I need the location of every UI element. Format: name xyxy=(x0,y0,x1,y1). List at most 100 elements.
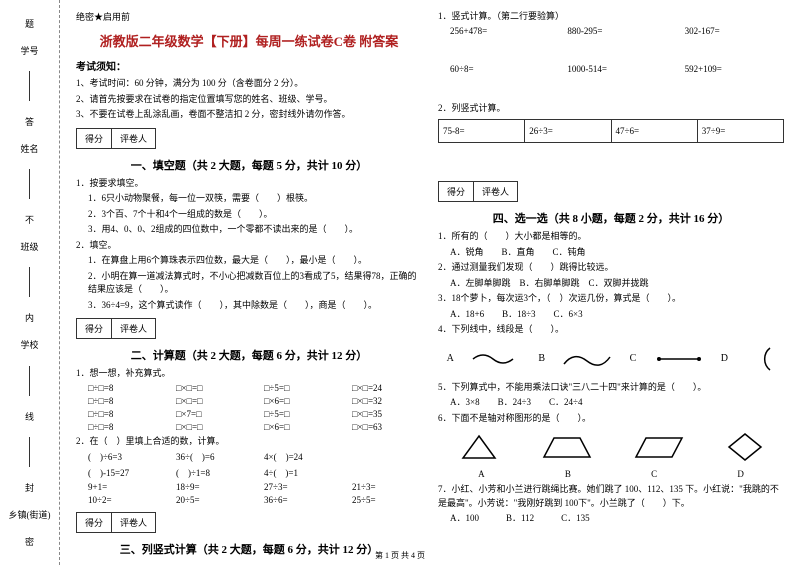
seal-char: 内 xyxy=(25,311,34,324)
eq: 880-295= xyxy=(567,26,666,36)
opt-label: D xyxy=(721,353,728,364)
eq: □×7=□ xyxy=(176,409,246,419)
eq: □×□=35 xyxy=(352,409,422,419)
opt-label: C xyxy=(651,469,657,479)
question: 2．通过测量我们发现（ ）跳得比较远。 xyxy=(438,261,784,275)
page-footer: 第 1 页 共 4 页 xyxy=(0,550,800,561)
score-label: 得分 xyxy=(439,182,474,201)
line-options: A B C D xyxy=(438,343,784,375)
right-column: 1．竖式计算。（第二行要验算） 256+478= 880-295= 302-16… xyxy=(430,10,792,545)
sub-question: 1．在算盘上用6个算珠表示四位数，最大是（ ），最小是（ ）。 xyxy=(76,254,422,268)
eq: 60÷8= xyxy=(450,64,549,74)
eq: 27÷3= xyxy=(264,482,334,492)
grader-label: 评卷人 xyxy=(112,129,155,148)
question: 3．18个萝卜，每次运3个，（ ）次运几份，算式是（ ）。 xyxy=(438,292,784,306)
eq: 9+1= xyxy=(88,482,158,492)
question: 6．下面不是轴对称图形的是（ ）。 xyxy=(438,412,784,426)
eq: □×□=63 xyxy=(352,422,422,432)
content-area: 绝密★启用前 浙教版二年级数学【下册】每周一练试卷C卷 附答案 考试须知： 1、… xyxy=(60,0,800,565)
workspace xyxy=(438,39,784,64)
question: 4．下列线中，线段是（ ）。 xyxy=(438,323,784,337)
seal-char: 答 xyxy=(25,115,34,128)
opt-label: A xyxy=(478,469,485,479)
diamond-icon xyxy=(727,432,763,462)
options: A．100 B．112 C．135 xyxy=(438,512,784,526)
sub-question: 2．3个百、7个十和4个一组成的数是（ ）。 xyxy=(76,208,422,222)
score-box: 得分 评卷人 xyxy=(76,128,156,149)
field-name: 姓名 xyxy=(20,142,38,155)
binding-line xyxy=(29,169,30,199)
eq: 10÷2= xyxy=(88,495,158,505)
eq: ( )-15=27 xyxy=(88,466,158,479)
triangle-icon xyxy=(459,433,499,461)
workspace xyxy=(438,77,784,102)
eq: ( )÷6=3 xyxy=(88,450,158,463)
eq: □×□=□ xyxy=(176,383,246,393)
seal-char: 密 xyxy=(25,535,34,548)
equation-row: □÷□=8 □×□=□ □×6=□ □×□=32 xyxy=(76,396,422,406)
binding-line xyxy=(29,71,30,101)
binding-line xyxy=(29,366,30,396)
question: 5．下列算式中，不能用乘法口诀"三八二十四"来计算的是（ ）。 xyxy=(438,381,784,395)
eq: 4×( )=24 xyxy=(264,450,334,463)
eq: 4÷( )=1 xyxy=(264,466,334,479)
eq xyxy=(352,450,422,463)
eq: 21÷3= xyxy=(352,482,422,492)
table-cell: 26÷3= xyxy=(525,120,611,142)
score-label: 得分 xyxy=(77,319,112,338)
equation-row: □÷□=8 □×7=□ □÷5=□ □×□=35 xyxy=(76,409,422,419)
question: 1．竖式计算。（第二行要验算） xyxy=(438,10,784,24)
equation-row: 256+478= 880-295= 302-167= xyxy=(438,26,784,36)
eq: 302-167= xyxy=(685,26,784,36)
binding-line xyxy=(29,437,30,467)
question: 2．在（ ）里填上合适的数，计算。 xyxy=(76,435,422,449)
segment-icon xyxy=(654,349,704,369)
score-label: 得分 xyxy=(77,129,112,148)
eq: □÷□=8 xyxy=(88,383,158,393)
eq: 20÷5= xyxy=(176,495,246,505)
options: A．左脚单脚跳 B．右脚单脚跳 C．双脚并拢跳 xyxy=(438,277,784,291)
grader-label: 评卷人 xyxy=(474,182,517,201)
equation-row: □÷□=8 □×□=□ □÷5=□ □×□=24 xyxy=(76,383,422,393)
eq: 36÷6= xyxy=(264,495,334,505)
eq: ( )÷1=8 xyxy=(176,466,246,479)
eq xyxy=(352,466,422,479)
opt-label: B xyxy=(565,469,571,479)
equation-row: □÷□=8 □×□=□ □×6=□ □×□=63 xyxy=(76,422,422,432)
section-2-title: 二、计算题（共 2 大题，每题 6 分，共计 12 分） xyxy=(76,347,422,363)
equation-row: ( )-15=27 ( )÷1=8 4÷( )=1 xyxy=(76,466,422,479)
opt-label: A xyxy=(447,353,454,364)
shape-options xyxy=(438,431,784,463)
calc-table: 75-8= 26÷3= 47÷6= 37÷9= xyxy=(438,119,784,143)
field-school: 学校 xyxy=(20,338,38,351)
binding-line xyxy=(29,267,30,297)
notice-heading: 考试须知： xyxy=(76,58,422,73)
table-cell: 37÷9= xyxy=(698,120,783,142)
eq: 25÷5= xyxy=(352,495,422,505)
left-column: 绝密★启用前 浙教版二年级数学【下册】每周一练试卷C卷 附答案 考试须知： 1、… xyxy=(68,10,430,545)
eq: □×□=□ xyxy=(176,396,246,406)
binding-margin: 题 学号 答 姓名 不 班级 内 学校 线 封 乡镇(街道) 密 xyxy=(0,0,60,565)
eq: □÷5=□ xyxy=(264,409,334,419)
question: 1．所有的（ ）大小都是相等的。 xyxy=(438,230,784,244)
score-box: 得分 评卷人 xyxy=(76,512,156,533)
eq: 592+109= xyxy=(685,64,784,74)
equation-row: ( )÷6=3 36÷( )=6 4×( )=24 xyxy=(76,450,422,463)
parallelogram-icon xyxy=(634,433,684,461)
eq: □÷5=□ xyxy=(264,383,334,393)
seal-char: 不 xyxy=(25,213,34,226)
seal-char: 封 xyxy=(25,481,34,494)
question: 2．列竖式计算。 xyxy=(438,102,784,116)
section-4-title: 四、选一选（共 8 小题，每题 2 分，共计 16 分） xyxy=(438,210,784,226)
secret-label: 绝密★启用前 xyxy=(76,10,422,23)
eq: □×□=24 xyxy=(352,383,422,393)
sub-question: 3．用4、0、0、2组成的四位数中，一个零都不读出来的是（ ）。 xyxy=(76,223,422,237)
field-town: 乡镇(街道) xyxy=(9,508,51,521)
field-class: 班级 xyxy=(20,240,38,253)
sub-question: 3．36÷4=9，这个算式读作（ ），其中除数是（ ），商是（ ）。 xyxy=(76,299,422,313)
section-1-title: 一、填空题（共 2 大题，每题 5 分，共计 10 分） xyxy=(76,157,422,173)
trapezoid-icon xyxy=(542,433,592,461)
curve-icon xyxy=(471,349,521,369)
eq: 1000-514= xyxy=(567,64,666,74)
opt-label: C xyxy=(630,353,637,364)
